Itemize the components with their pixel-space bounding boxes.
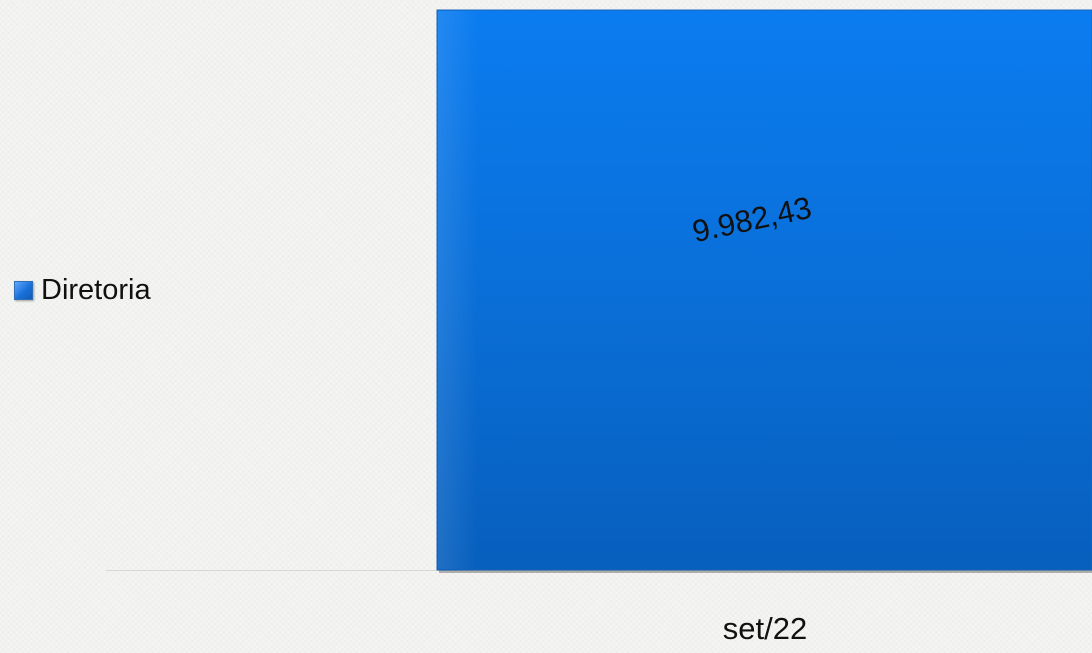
- bar-set-22: [436, 9, 1092, 571]
- x-tick-label: set/22: [723, 611, 807, 646]
- legend-label-diretoria: Diretoria: [41, 274, 151, 306]
- chart-legend: Diretoria: [14, 276, 151, 305]
- bar-sheen: [438, 11, 478, 569]
- bars-group: [436, 9, 1092, 573]
- legend-swatch-diretoria: [14, 281, 33, 300]
